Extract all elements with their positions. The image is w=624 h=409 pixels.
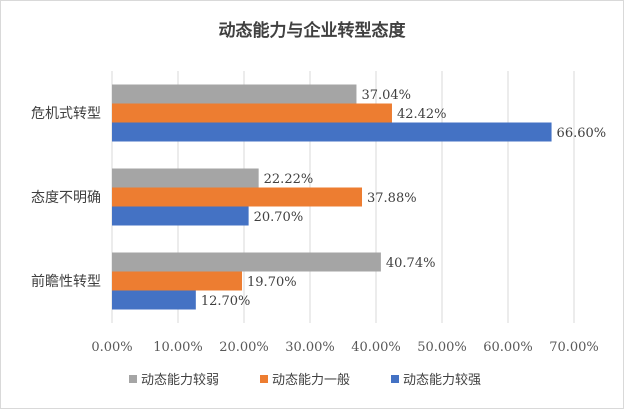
data-label: 42.42%	[397, 107, 447, 122]
bar-2-2	[112, 187, 363, 207]
x-tick-label: 0.00%	[91, 340, 132, 355]
legend-label: 动态能力较强	[403, 373, 481, 388]
x-tick-label: 10.00%	[153, 340, 203, 355]
data-label: 37.04%	[361, 88, 411, 103]
x-tick-label: 50.00%	[417, 340, 467, 355]
bar-1-2	[112, 168, 259, 188]
bar-1-1	[112, 84, 357, 104]
data-label: 19.70%	[247, 275, 297, 290]
x-tick-label: 70.00%	[549, 340, 599, 355]
x-tick-label: 60.00%	[483, 340, 533, 355]
legend-swatch	[129, 375, 137, 383]
legend-label: 动态能力较弱	[141, 373, 219, 388]
bar-3-1	[112, 122, 552, 142]
data-label: 66.60%	[557, 126, 607, 141]
category-label: 前瞻性转型	[31, 273, 101, 290]
category-label: 危机式转型	[31, 106, 101, 122]
bar-3-3	[112, 290, 196, 310]
category-label: 态度不明确	[31, 190, 101, 206]
x-tick-label: 40.00%	[351, 340, 401, 355]
data-label: 20.70%	[254, 210, 304, 225]
legend-swatch	[260, 375, 268, 383]
bar-2-1	[112, 103, 392, 123]
bar-2-3	[112, 271, 243, 291]
legend-swatch	[391, 375, 399, 383]
data-label: 12.70%	[201, 294, 251, 309]
chart-title: 动态能力与企业转型态度	[219, 20, 407, 41]
x-tick-label: 30.00%	[285, 340, 335, 355]
x-axis: 0.00% 10.00% 20.00% 30.00% 40.00% 50.00% 60.00…	[91, 340, 598, 355]
bar-1-3	[112, 252, 381, 272]
legend-label: 动态能力一般	[272, 372, 350, 388]
data-label: 22.22%	[264, 172, 314, 187]
data-label: 37.88%	[367, 191, 417, 206]
bar-3-2	[112, 206, 249, 226]
x-tick-label: 20.00%	[219, 340, 269, 355]
data-label: 40.74%	[386, 256, 436, 271]
legend: 动态能力较弱 动态能力一般 动态能力较强	[129, 372, 481, 388]
bars: 37.04% 42.42% 66.60% 22.22% 37.88% 20.70% 40.7…	[112, 84, 607, 310]
